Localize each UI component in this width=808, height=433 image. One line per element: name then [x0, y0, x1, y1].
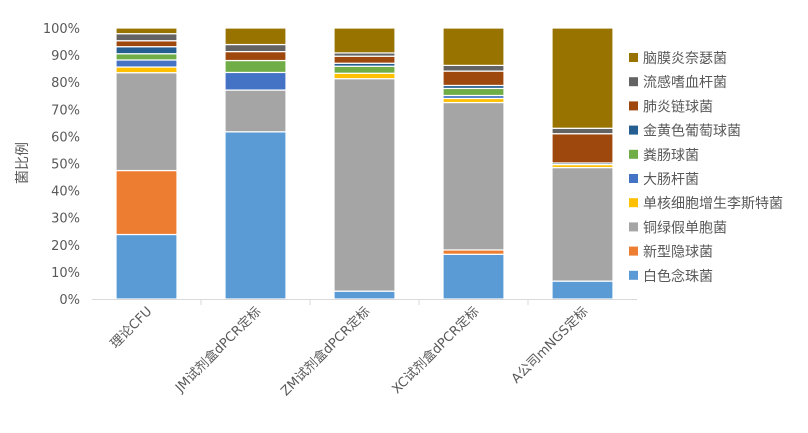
bar-segment: [551, 166, 614, 282]
y-tick-label: 50%: [51, 158, 80, 173]
legend-label: 大肠杆菌: [643, 172, 699, 188]
legend-item: 白色念珠菌: [629, 268, 713, 285]
legend-swatch: [629, 246, 638, 256]
legend-item: 大肠杆菌: [629, 172, 699, 188]
y-tick-label: 90%: [51, 49, 80, 64]
legend-swatch: [629, 77, 638, 87]
y-axis-ticks: 0% 10% 20% 30% 40% 50% 60% 70% 80% 90% 100%: [43, 22, 80, 308]
y-tick-label: 20%: [51, 239, 80, 254]
bar-segment: [442, 101, 505, 251]
bar-segment: [115, 40, 178, 48]
legend-label: 流感嗜血杆菌: [643, 74, 727, 91]
x-tick-label: XC试剂盒dPCR定标: [389, 304, 483, 398]
x-tick-label: JM试剂盒dPCR定标: [172, 304, 265, 397]
legend-item: 新型隐球菌: [629, 245, 713, 261]
bar-segment: [115, 72, 178, 172]
bar-segment: [115, 27, 178, 35]
y-tick-label: 60%: [51, 130, 80, 145]
legend-label: 铜绿假单胞菌: [643, 220, 727, 236]
bar-segment: [442, 249, 505, 255]
y-tick-label: 0%: [59, 293, 80, 308]
y-tick-label: 40%: [51, 185, 80, 200]
bar-segment: [333, 72, 396, 80]
y-tick-label: 80%: [51, 76, 80, 91]
bar-segment: [115, 46, 178, 55]
bar-segment: [115, 169, 178, 236]
bar-segment: [442, 27, 505, 66]
legend-swatch: [629, 222, 638, 232]
legend-swatch: [629, 270, 638, 280]
legend-item: 流感嗜血杆菌: [629, 74, 727, 91]
bar-segment: [551, 280, 614, 300]
bar-segment: [224, 27, 287, 46]
bar-segment: [442, 97, 505, 104]
legend-label: 金黄色葡萄球菌: [643, 123, 741, 140]
bar-segment: [224, 50, 287, 62]
legend-item: 单核细胞增生李斯特菌: [629, 196, 783, 212]
legend-label: 肺炎链球菌: [643, 99, 713, 115]
bar-segment: [333, 55, 396, 64]
bar-segment: [442, 70, 505, 87]
bar-segment: [442, 87, 505, 97]
x-tick-label: ZM试剂盒dPCR定标: [278, 304, 374, 400]
legend-swatch: [629, 101, 638, 111]
bar-segment: [224, 71, 287, 91]
bar-segment: [551, 27, 614, 129]
legend-swatch: [629, 125, 638, 135]
bar-segment: [551, 133, 614, 164]
legend-swatch: [629, 174, 638, 183]
bar-segment: [333, 78, 396, 292]
bar-segment: [115, 59, 178, 68]
x-axis-ticks: 理论CFU JM试剂盒dPCR定标 ZM试剂盒dPCR定标 XC试剂盒dPCR定标 A公…: [108, 299, 591, 399]
y-tick-label: 30%: [51, 212, 80, 227]
bar-segment: [333, 27, 396, 54]
bars: [115, 27, 614, 300]
legend-item: 脑膜炎奈瑟菌: [629, 51, 727, 67]
bar-segment: [115, 66, 178, 74]
y-tick-label: 10%: [51, 266, 80, 281]
legend-label: 白色念珠菌: [643, 268, 713, 285]
legend-label: 新型隐球菌: [643, 245, 713, 261]
bar-segment: [442, 64, 505, 72]
legend-item: 铜绿假单胞菌: [629, 220, 727, 236]
y-tick-label: 100%: [43, 22, 80, 37]
legend-label: 脑膜炎奈瑟菌: [643, 51, 727, 67]
legend-item: 金黄色葡萄球菌: [629, 123, 741, 140]
x-tick-label: 理论CFU: [108, 304, 155, 351]
legend-item: 肺炎链球菌: [629, 99, 713, 115]
legend-swatch: [629, 149, 638, 159]
bar-segment: [115, 53, 178, 61]
bar-segment: [224, 89, 287, 133]
legend-label: 单核细胞增生李斯特菌: [643, 196, 783, 212]
x-tick-label: A公司mNGS定标: [509, 304, 591, 386]
bar-segment: [224, 59, 287, 74]
legend-item: 粪肠球菌: [629, 148, 699, 164]
bar-segment: [551, 127, 614, 135]
y-tick-label: 70%: [51, 103, 80, 118]
bar-segment: [442, 253, 505, 300]
y-axis-title: 菌比例: [15, 142, 31, 184]
bar-segment: [224, 43, 287, 53]
legend-label: 粪肠球菌: [643, 148, 699, 164]
bar-segment: [115, 233, 178, 300]
legend: 脑膜炎奈瑟菌流感嗜血杆菌肺炎链球菌金黄色葡萄球菌粪肠球菌大肠杆菌单核细胞增生李斯…: [629, 51, 783, 285]
bar-segment: [333, 65, 396, 74]
bar-segment: [333, 290, 396, 300]
legend-swatch: [629, 53, 638, 62]
bar-segment: [224, 131, 287, 300]
bar-segment: [115, 33, 178, 42]
legend-swatch: [629, 198, 638, 208]
